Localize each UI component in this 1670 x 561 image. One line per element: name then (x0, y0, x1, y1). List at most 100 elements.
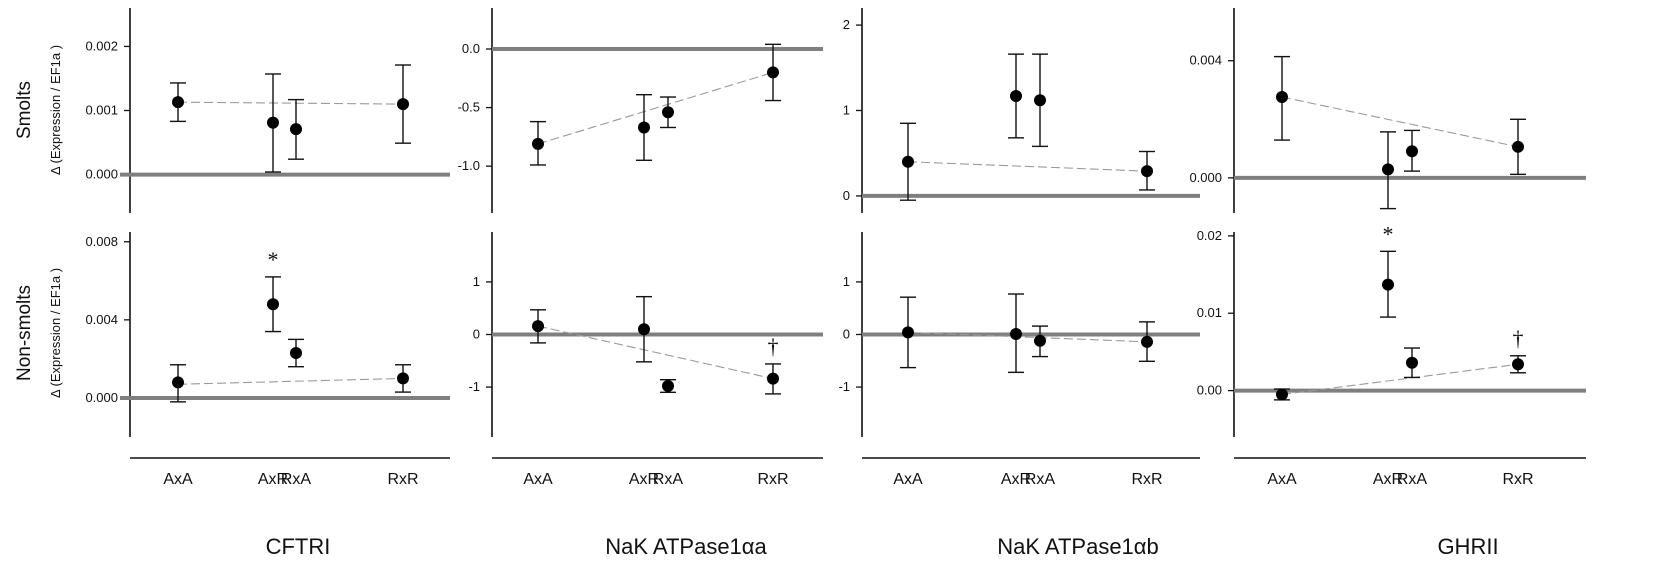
x-tick-label: RxA (281, 471, 312, 488)
panel-4: 0.000 0.004 (1189, 8, 1586, 213)
data-point-rxa (290, 123, 302, 136)
y-tick-label: 1 (473, 274, 480, 289)
data-point-axr (638, 323, 650, 336)
x-tick-label: RxR (757, 471, 788, 488)
data-point-rxa (1406, 356, 1418, 369)
data-point-rxa (1034, 334, 1046, 347)
plot-area: 0.0000.0010.002-1.0-0.50.00120.0000.0040… (85, 8, 1586, 488)
y-tick-label: 0.002 (85, 38, 118, 53)
data-point-axa (532, 320, 544, 333)
data-point-axr (267, 116, 279, 129)
trend-line (907, 161, 1148, 172)
trend-line (177, 101, 404, 105)
data-point-rxa (1406, 145, 1418, 158)
trend-line (537, 71, 774, 145)
y-tick-label: -1 (838, 379, 850, 394)
y-tick-label: -1.0 (458, 158, 480, 173)
y-tick-label: 0.01 (1197, 305, 1222, 320)
data-point-rxr (397, 372, 409, 385)
y-axis-label-smolts: Δ (Expression / EF1a ) (48, 45, 63, 175)
y-tick-label: 0.0 (462, 41, 480, 56)
data-point-axa (172, 96, 184, 109)
y-tick-label: 2 (843, 17, 850, 32)
x-tick-label: AxA (893, 471, 923, 488)
gene-label-ghrii: GHRII (1437, 534, 1498, 559)
trend-line (177, 377, 404, 385)
data-point-axr (267, 298, 279, 311)
data-point-axr (1010, 89, 1022, 102)
x-tick-label: AxA (523, 471, 553, 488)
y-tick-label: 0 (843, 327, 850, 342)
x-tick-label: AxR (629, 471, 659, 488)
gene-label-nak-atpase1aa: NaK ATPase1αa (605, 534, 767, 559)
data-point-axa (1276, 388, 1288, 401)
panel-3: 0 1 2 (843, 8, 1200, 213)
y-axis-label-non-smolts: Δ (Expression / EF1a ) (48, 268, 63, 398)
panel-7: -1 0 1 (838, 232, 1200, 437)
data-point-axr (1382, 163, 1394, 176)
y-tick-label: 0 (473, 327, 480, 342)
data-point-rxa (662, 380, 674, 393)
y-tick-label: 0.00 (1197, 383, 1222, 398)
trend-line (537, 325, 774, 380)
data-point-axr (638, 121, 650, 134)
data-point-axr (1382, 278, 1394, 291)
x-tick-label: AxR (1001, 471, 1031, 488)
y-tick-label: 0.008 (85, 234, 118, 249)
panel-6: -1 0 1 † (468, 232, 823, 437)
data-point-axa (1276, 91, 1288, 104)
data-point-rxr (767, 372, 779, 385)
panel-5: 0.000 0.004 0.008 * (85, 232, 450, 437)
data-point-rxr (1141, 165, 1153, 178)
data-point-rxr (397, 98, 409, 111)
y-tick-label: -0.5 (458, 100, 480, 115)
x-tick-label: RxA (1025, 471, 1056, 488)
trend-line (1281, 363, 1519, 395)
x-tick-label: AxA (1267, 471, 1297, 488)
y-tick-label: 0.004 (1189, 53, 1222, 68)
x-tick-label: AxA (163, 471, 193, 488)
data-point-rxa (662, 106, 674, 119)
panel-1: 0.000 0.001 0.002 (85, 8, 450, 213)
y-tick-label: 0.004 (85, 312, 118, 327)
y-tick-label: 0.000 (1189, 170, 1222, 185)
trend-line (1281, 96, 1519, 148)
x-tick-label: RxA (1397, 471, 1428, 488)
data-point-rxa (290, 347, 302, 360)
x-tick-label: RxR (1502, 471, 1533, 488)
y-tick-label: 1 (843, 274, 850, 289)
data-point-rxa (1034, 94, 1046, 107)
data-point-axa (902, 155, 914, 168)
row-label-non-smolts: Non-smolts (14, 285, 35, 381)
trend-line (907, 331, 1148, 343)
gene-label-cftri: CFTRI (266, 534, 331, 559)
significance-marker: † (768, 334, 779, 359)
row-label-smolts: Smolts (14, 81, 35, 139)
y-tick-label: 1 (843, 103, 850, 118)
data-point-axr (1010, 327, 1022, 340)
x-tick-label: AxR (1373, 471, 1403, 488)
x-tick-label: RxR (387, 471, 418, 488)
data-point-axa (532, 137, 544, 150)
y-tick-label: -1 (468, 379, 480, 394)
data-point-rxr (1512, 140, 1524, 153)
panel-8: 0.00 0.01 0.02 * † (1197, 221, 1586, 437)
data-point-axa (172, 376, 184, 389)
y-tick-label: 0.001 (85, 103, 118, 118)
y-tick-label: 0 (843, 188, 850, 203)
x-tick-label: RxR (1131, 471, 1162, 488)
data-point-rxr (1512, 358, 1524, 371)
panel-2: -1.0 -0.5 0.0 (458, 8, 823, 213)
significance-marker: * (1383, 221, 1394, 246)
data-point-axa (902, 326, 914, 339)
data-point-rxr (1141, 335, 1153, 348)
gene-label-nak-atpase1ab: NaK ATPase1αb (997, 534, 1159, 559)
x-tick-label: RxA (653, 471, 684, 488)
significance-marker: * (268, 247, 279, 272)
y-tick-label: 0.000 (85, 167, 118, 182)
